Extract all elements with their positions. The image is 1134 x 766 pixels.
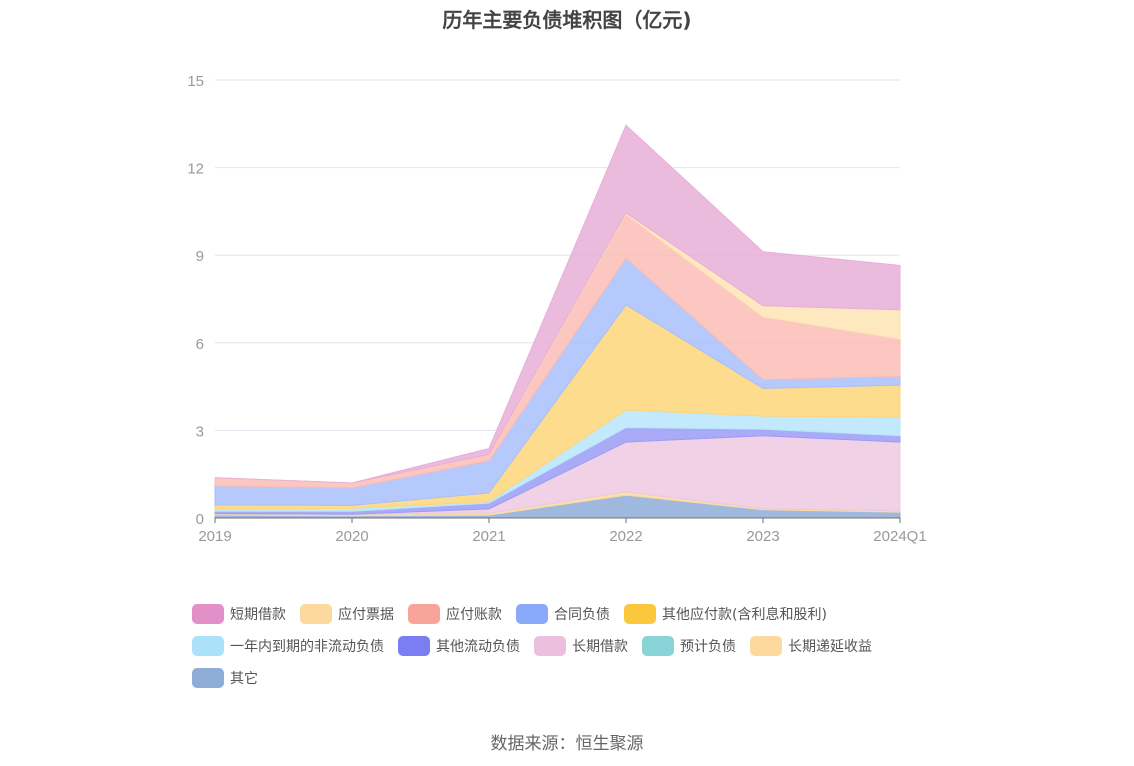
x-tick-label: 2020	[335, 528, 368, 545]
legend-label: 其他应付款(含利息和股利)	[662, 607, 827, 623]
y-tick-label: 9	[196, 248, 204, 265]
legend-label: 长期递延收益	[788, 639, 872, 655]
legend-swatch	[300, 604, 332, 624]
legend-swatch	[750, 636, 782, 656]
legend-label: 其他流动负债	[436, 639, 520, 655]
legend-item[interactable]: 合同负债	[516, 604, 610, 624]
legend-item[interactable]: 其他流动负债	[398, 636, 520, 656]
chart-legend: 短期借款 应付票据 应付账款 合同负债 其他应付款(含利息和股利) 一年内到期的非流动负债…	[192, 598, 972, 694]
legend-label: 应付账款	[446, 607, 502, 623]
chart-title: 历年主要负债堆积图（亿元)	[442, 8, 692, 32]
legend-label: 长期借款	[572, 639, 628, 655]
legend-label: 合同负债	[554, 607, 610, 623]
y-tick-label: 15	[187, 73, 204, 90]
x-tick-label: 2023	[746, 528, 779, 545]
legend-swatch	[408, 604, 440, 624]
x-tick-label: 2024Q1	[873, 528, 926, 545]
x-tick-label: 2019	[198, 528, 231, 545]
legend-item[interactable]: 其他应付款(含利息和股利)	[624, 604, 827, 624]
legend-swatch	[624, 604, 656, 624]
legend-item[interactable]: 长期借款	[534, 636, 628, 656]
legend-swatch	[192, 604, 224, 624]
area-series-10	[214, 124, 901, 484]
legend-row: 一年内到期的非流动负债 其他流动负债 长期借款 预计负债 长期递延收益	[192, 630, 972, 662]
legend-label: 应付票据	[338, 607, 394, 623]
x-tick-label: 2022	[609, 528, 642, 545]
legend-item[interactable]: 应付票据	[300, 604, 394, 624]
legend-swatch	[398, 636, 430, 656]
axis-layer: 0 3 6 9 12 15 2019 2020 2021 2022 2023 2024Q1	[187, 73, 926, 545]
legend-row: 其它	[192, 662, 972, 694]
legend-label: 一年内到期的非流动负债	[230, 639, 384, 655]
legend-swatch	[516, 604, 548, 624]
y-tick-label: 0	[196, 511, 204, 528]
area-layer	[214, 124, 901, 519]
legend-swatch	[192, 636, 224, 656]
legend-swatch	[192, 668, 224, 688]
legend-item[interactable]: 短期借款	[192, 604, 286, 624]
y-tick-label: 6	[196, 336, 204, 353]
legend-item[interactable]: 应付账款	[408, 604, 502, 624]
legend-label: 短期借款	[230, 607, 286, 623]
legend-item[interactable]: 长期递延收益	[750, 636, 872, 656]
y-tick-label: 12	[187, 161, 204, 178]
source-note: 数据来源：恒生聚源	[490, 734, 644, 754]
legend-row: 短期借款 应付票据 应付账款 合同负债 其他应付款(含利息和股利)	[192, 598, 972, 630]
y-tick-label: 3	[196, 423, 204, 440]
legend-item[interactable]: 预计负债	[642, 636, 736, 656]
legend-label: 其它	[230, 671, 258, 687]
legend-item[interactable]: 其它	[192, 668, 258, 688]
legend-swatch	[534, 636, 566, 656]
legend-label: 预计负债	[680, 639, 736, 655]
legend-swatch	[642, 636, 674, 656]
x-tick-label: 2021	[472, 528, 505, 545]
legend-item[interactable]: 一年内到期的非流动负债	[192, 636, 384, 656]
